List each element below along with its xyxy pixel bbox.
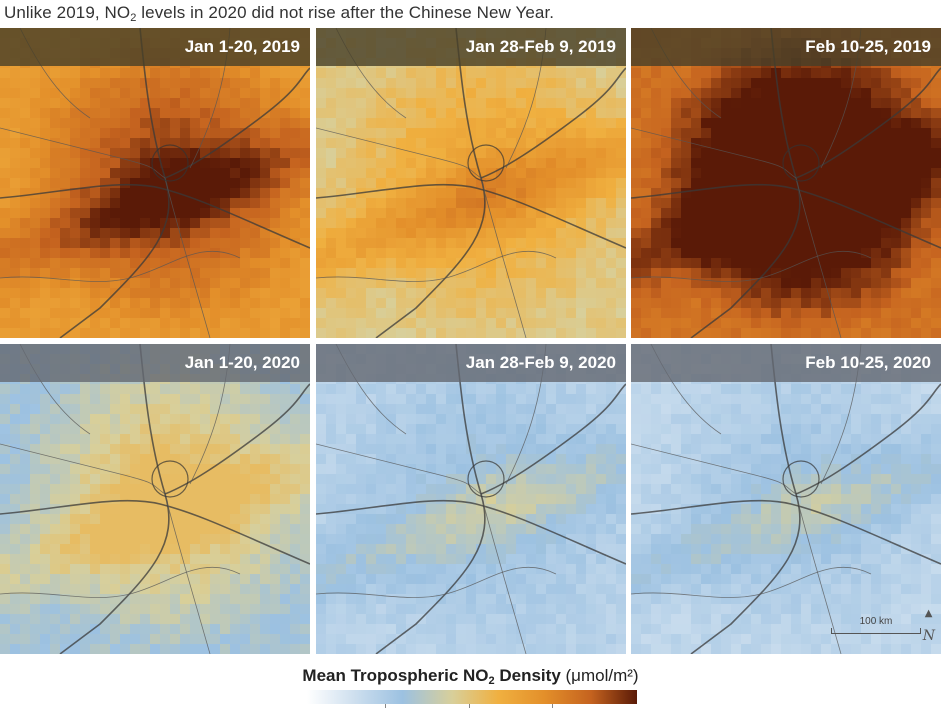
panel-date-label: Feb 10-25, 2020 [631, 344, 941, 382]
no2-map [631, 28, 941, 338]
panel-date-label: Jan 1-20, 2019 [0, 28, 310, 66]
panel-date-label: Jan 28-Feb 9, 2020 [316, 344, 626, 382]
legend-tick [469, 704, 470, 708]
panel-date-label: Jan 28-Feb 9, 2019 [316, 28, 626, 66]
map-panel-feb-10-25-2020: Feb 10-25, 2020 100 km ▲ N [631, 344, 941, 654]
no2-map [631, 344, 941, 654]
figure-caption: Unlike 2019, NO2 levels in 2020 did not … [4, 3, 555, 24]
legend-color-bar [307, 690, 637, 704]
legend-tick [385, 704, 386, 708]
map-panel-jan-1-20-2020: Jan 1-20, 2020 [0, 344, 310, 654]
no2-map [316, 28, 626, 338]
map-panel-jan-28-feb-9-2019: Jan 28-Feb 9, 2019 [316, 28, 626, 338]
panel-date-label: Jan 1-20, 2020 [0, 344, 310, 382]
scale-bar-line [831, 628, 921, 634]
legend-title: Mean Tropospheric NO2 Density (μmol/m²) [302, 666, 639, 687]
scale-bar: 100 km [831, 616, 921, 640]
map-panel-jan-28-feb-9-2020: Jan 28-Feb 9, 2020 [316, 344, 626, 654]
scale-bar-label: 100 km [859, 616, 893, 627]
no2-map [0, 28, 310, 338]
map-panel-feb-10-25-2019: Feb 10-25, 2019 [631, 28, 941, 338]
map-panel-jan-1-20-2019: Jan 1-20, 2019 [0, 28, 310, 338]
legend-tick [552, 704, 553, 708]
no2-map [0, 344, 310, 654]
north-arrow-icon: ▲ N [922, 608, 935, 644]
no2-map [316, 344, 626, 654]
panel-date-label: Feb 10-25, 2019 [631, 28, 941, 66]
